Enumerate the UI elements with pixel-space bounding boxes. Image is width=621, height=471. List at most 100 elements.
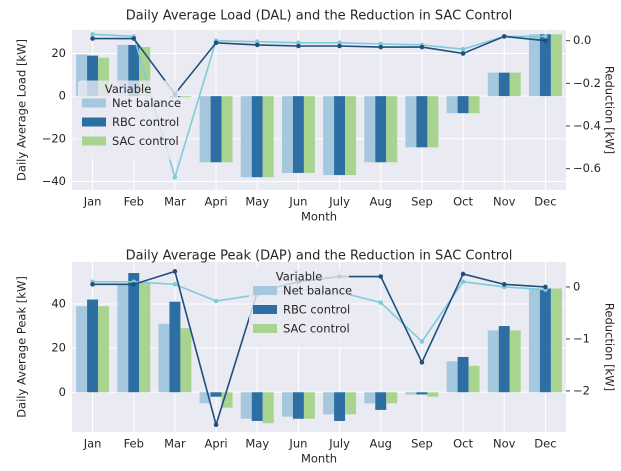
y-tick-label: −20 <box>42 131 66 145</box>
bar <box>334 392 346 421</box>
bar <box>240 392 252 419</box>
x-tick-label: Apri <box>205 437 228 451</box>
bar <box>87 55 99 97</box>
line-point <box>254 42 260 48</box>
bar <box>128 44 140 97</box>
x-tick-label: Oct <box>453 195 473 209</box>
legend-label: SAC control <box>283 322 350 336</box>
bar <box>487 330 499 393</box>
bar <box>221 96 233 163</box>
legend-swatch <box>253 305 277 314</box>
line-point <box>460 279 466 285</box>
bar <box>386 392 398 404</box>
x-tick-label: Apri <box>205 195 228 209</box>
x-tick-label: July <box>328 437 350 451</box>
line-point <box>419 360 425 365</box>
y2-tick-label: 0 <box>573 279 580 293</box>
line-point <box>378 41 384 47</box>
line-point <box>378 44 384 50</box>
line-point <box>378 300 384 305</box>
bar <box>139 281 151 393</box>
x-tick-label: Jan <box>83 195 102 209</box>
bar <box>199 392 211 404</box>
bar <box>180 96 192 98</box>
y2-tick-label: −0.2 <box>573 76 601 90</box>
bar <box>427 392 439 397</box>
legend-swatch <box>82 117 106 127</box>
bar <box>210 392 222 397</box>
line-point <box>501 34 507 39</box>
line-point <box>460 271 466 277</box>
x-tick-label: July <box>328 195 350 209</box>
bar <box>446 96 458 114</box>
legend-label: Net balance <box>283 284 352 298</box>
legend-title: Variable <box>276 270 323 284</box>
line-point <box>131 36 137 41</box>
line-point <box>131 282 137 287</box>
y2-tick-label: −0.4 <box>573 119 601 133</box>
x-tick-label: Feb <box>124 195 144 209</box>
x-tick-label: Nov <box>493 195 516 209</box>
bar <box>509 330 521 393</box>
bar <box>364 96 376 163</box>
bar <box>427 96 439 148</box>
legend-swatch <box>82 136 106 146</box>
y2-tick-label: −1 <box>573 331 590 345</box>
bar <box>446 361 458 393</box>
line-point <box>337 40 342 46</box>
line-point <box>90 36 95 41</box>
bar <box>199 96 211 163</box>
x-axis-label: Month <box>301 452 337 466</box>
y2-axis-label: Reduction [kW] <box>603 303 617 391</box>
y2-tick-label: −0.6 <box>573 161 601 175</box>
bar <box>303 96 315 173</box>
line-point <box>543 284 548 290</box>
bar <box>364 392 376 404</box>
bar <box>180 328 192 393</box>
x-tick-label: Feb <box>124 437 144 451</box>
x-tick-label: Mar <box>164 437 186 451</box>
line-point <box>378 274 384 279</box>
x-axis-label: Month <box>301 210 337 224</box>
y-tick-label: −40 <box>42 174 66 188</box>
bar <box>468 365 480 393</box>
x-tick-label: Jun <box>288 195 307 209</box>
bar <box>117 284 129 393</box>
bar <box>303 392 315 419</box>
bar <box>323 96 335 176</box>
bar <box>498 326 510 393</box>
y-tick-label: 0 <box>59 385 66 399</box>
x-tick-label: Sep <box>411 195 433 209</box>
legend-swatch <box>82 98 106 108</box>
bar <box>169 301 181 393</box>
legend-swatch <box>253 324 277 333</box>
y-axis-label: Daily Average Load [kW] <box>15 39 29 181</box>
line-point <box>172 269 178 274</box>
bar <box>539 34 551 97</box>
chart-title: Daily Average Load (DAL) and the Reducti… <box>126 9 513 24</box>
y-axis-label: Daily Average Peak [kW] <box>15 276 29 418</box>
bar <box>386 96 398 163</box>
line-point <box>337 43 342 49</box>
line-point <box>213 40 219 46</box>
bar <box>128 273 140 393</box>
bar <box>539 288 551 393</box>
x-tick-label: Dec <box>534 437 556 451</box>
line-point <box>543 34 548 39</box>
bar <box>509 72 521 97</box>
y2-tick-label: −2 <box>573 383 590 397</box>
y-tick-label: 40 <box>51 296 66 310</box>
y-tick-label: 0 <box>59 89 66 103</box>
bar <box>457 96 469 114</box>
line-point <box>213 298 219 304</box>
bar <box>416 96 428 148</box>
bar <box>240 96 252 178</box>
bar <box>334 96 346 176</box>
bar <box>292 96 304 173</box>
bar <box>375 96 387 163</box>
bar <box>416 392 428 395</box>
bar <box>221 392 233 408</box>
x-tick-label: Oct <box>453 437 473 451</box>
x-tick-label: May <box>245 437 269 451</box>
x-tick-label: May <box>245 195 269 209</box>
